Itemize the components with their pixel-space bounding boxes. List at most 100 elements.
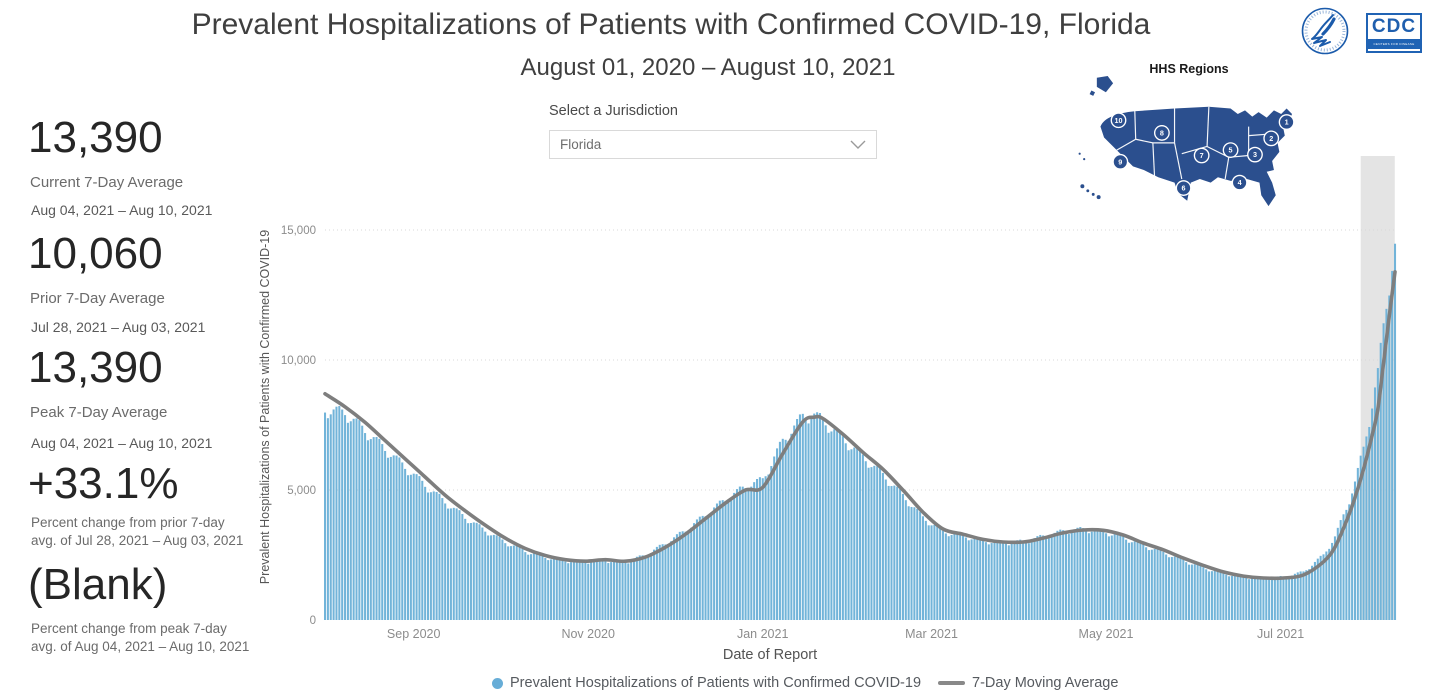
- bar[interactable]: [1099, 528, 1102, 620]
- bar[interactable]: [1179, 557, 1182, 620]
- bar[interactable]: [432, 491, 435, 620]
- bar[interactable]: [1139, 542, 1142, 620]
- bar[interactable]: [507, 546, 510, 620]
- bar[interactable]: [527, 554, 530, 620]
- bar[interactable]: [695, 519, 698, 620]
- bar[interactable]: [758, 477, 761, 620]
- bar[interactable]: [1039, 534, 1042, 620]
- bar[interactable]: [515, 545, 518, 620]
- bar[interactable]: [944, 533, 947, 620]
- bar[interactable]: [1351, 493, 1354, 620]
- bar[interactable]: [1087, 533, 1090, 620]
- bar[interactable]: [418, 476, 421, 620]
- bar[interactable]: [979, 537, 982, 620]
- bar[interactable]: [552, 558, 555, 620]
- bar[interactable]: [1219, 571, 1222, 620]
- bar[interactable]: [904, 500, 907, 620]
- bar[interactable]: [1107, 536, 1110, 620]
- bar[interactable]: [472, 522, 475, 620]
- bar[interactable]: [1182, 559, 1185, 620]
- bar[interactable]: [896, 486, 899, 620]
- bar[interactable]: [964, 537, 967, 621]
- bar[interactable]: [861, 454, 864, 620]
- bar[interactable]: [612, 560, 616, 620]
- bar[interactable]: [632, 558, 636, 620]
- bar[interactable]: [1362, 446, 1365, 620]
- bar[interactable]: [372, 437, 375, 620]
- bar[interactable]: [658, 544, 661, 620]
- bar[interactable]: [781, 438, 784, 620]
- bar[interactable]: [1173, 556, 1176, 620]
- bar[interactable]: [567, 563, 570, 620]
- bar[interactable]: [1027, 543, 1030, 620]
- bar[interactable]: [733, 492, 736, 620]
- bar[interactable]: [987, 544, 990, 620]
- bar[interactable]: [572, 560, 575, 620]
- bar[interactable]: [1165, 554, 1168, 620]
- bar[interactable]: [684, 531, 687, 620]
- bar[interactable]: [441, 498, 444, 620]
- bar[interactable]: [956, 532, 959, 620]
- bar[interactable]: [361, 425, 364, 620]
- bar[interactable]: [558, 558, 561, 620]
- bar[interactable]: [1259, 577, 1262, 620]
- bar[interactable]: [927, 525, 930, 620]
- bar[interactable]: [787, 441, 790, 620]
- bar[interactable]: [518, 546, 521, 620]
- bar[interactable]: [1142, 544, 1145, 620]
- bar[interactable]: [893, 485, 896, 620]
- bar[interactable]: [1236, 575, 1239, 620]
- bar[interactable]: [821, 417, 824, 620]
- bar[interactable]: [1328, 548, 1331, 620]
- bar[interactable]: [395, 455, 398, 620]
- bar[interactable]: [415, 474, 418, 620]
- bar[interactable]: [670, 541, 673, 620]
- bar[interactable]: [930, 525, 933, 620]
- bar[interactable]: [953, 533, 956, 620]
- bar[interactable]: [1273, 577, 1276, 620]
- bar[interactable]: [1239, 575, 1242, 620]
- bar[interactable]: [767, 474, 770, 620]
- bar[interactable]: [406, 475, 410, 620]
- bar[interactable]: [627, 563, 630, 620]
- bar[interactable]: [710, 512, 713, 620]
- bar[interactable]: [1279, 575, 1282, 620]
- bar[interactable]: [1085, 530, 1088, 620]
- bar[interactable]: [850, 449, 853, 620]
- bar[interactable]: [1076, 527, 1079, 620]
- bar[interactable]: [635, 556, 638, 620]
- bar[interactable]: [921, 516, 924, 620]
- bar[interactable]: [495, 535, 498, 620]
- bar[interactable]: [919, 511, 922, 621]
- bar[interactable]: [924, 520, 927, 620]
- bar[interactable]: [984, 542, 987, 620]
- bar[interactable]: [1116, 533, 1119, 620]
- bar[interactable]: [366, 440, 369, 620]
- bar[interactable]: [344, 415, 347, 620]
- bar[interactable]: [630, 561, 633, 620]
- bar[interactable]: [1102, 530, 1105, 620]
- bar[interactable]: [675, 534, 678, 620]
- bar[interactable]: [1064, 532, 1068, 620]
- bar[interactable]: [467, 523, 470, 620]
- bar[interactable]: [547, 560, 550, 620]
- bar[interactable]: [838, 430, 842, 620]
- bar[interactable]: [690, 527, 693, 620]
- bar[interactable]: [947, 536, 950, 620]
- bar[interactable]: [1216, 570, 1219, 620]
- bar[interactable]: [512, 545, 515, 620]
- bar[interactable]: [1053, 532, 1056, 620]
- bar[interactable]: [1299, 571, 1302, 620]
- bar[interactable]: [913, 507, 916, 620]
- bar[interactable]: [469, 522, 472, 620]
- bar[interactable]: [532, 553, 535, 620]
- bar[interactable]: [1167, 557, 1171, 620]
- bar[interactable]: [389, 456, 392, 620]
- bar[interactable]: [426, 492, 430, 620]
- bar[interactable]: [1202, 567, 1205, 620]
- bar[interactable]: [1130, 542, 1133, 620]
- bar[interactable]: [1382, 323, 1385, 620]
- bar[interactable]: [424, 486, 427, 620]
- bar[interactable]: [1010, 543, 1013, 620]
- bar[interactable]: [698, 516, 701, 620]
